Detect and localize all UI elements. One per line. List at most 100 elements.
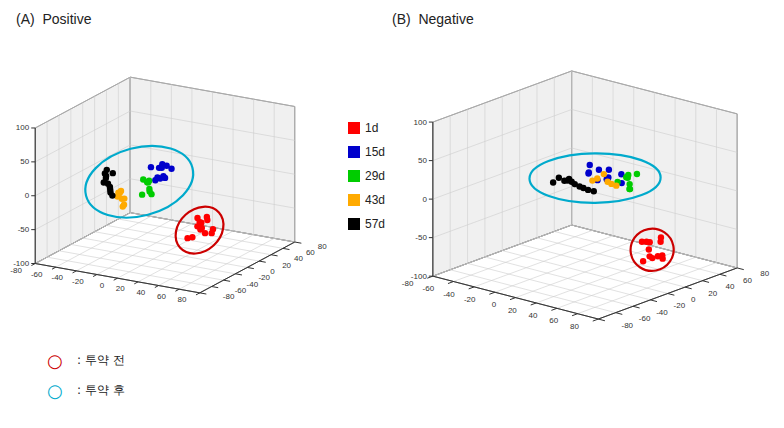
grid-line [59, 251, 224, 280]
x-tick-label: 0 [100, 281, 105, 290]
grid-line [130, 77, 295, 106]
annotation-symbol: ○ [47, 350, 63, 371]
group-ellipse [627, 225, 677, 274]
group-ellipse [77, 135, 201, 229]
grid-line [433, 109, 572, 160]
y-tick [259, 261, 266, 262]
point [643, 238, 649, 244]
point [550, 179, 556, 185]
z-tick [429, 199, 433, 200]
y-tick [247, 267, 254, 268]
z-tick-label: 0 [422, 195, 427, 204]
grid-line [572, 187, 737, 230]
point [184, 235, 190, 241]
grid-line [35, 77, 130, 128]
point [204, 217, 210, 223]
x-tick-label: 80 [178, 295, 187, 304]
z-tick [429, 122, 433, 123]
point [601, 171, 607, 177]
point [210, 226, 216, 232]
point [606, 167, 612, 173]
point [627, 186, 633, 192]
x-tick-label: 0 [492, 300, 497, 309]
x-tick-label: -40 [443, 290, 455, 299]
y-tick-label: 60 [306, 248, 315, 257]
grid-line [554, 231, 719, 274]
y-tick [720, 274, 727, 276]
x-tick-label: -20 [464, 295, 476, 304]
group-ellipses [77, 135, 233, 263]
x-tick [134, 282, 138, 284]
grid-line [35, 179, 130, 230]
z-tick-label: -50 [18, 225, 30, 234]
x-tick [510, 298, 516, 300]
y-tick-label: 20 [708, 289, 717, 298]
point [102, 170, 108, 176]
x-tick [448, 282, 454, 284]
y-tick-label: -20 [258, 273, 270, 282]
panel-1: (B) Negative-80-60-40-20020406080-80-60-… [392, 11, 770, 331]
z-tick-label: -50 [415, 233, 427, 242]
z-tick-label: -100 [13, 259, 30, 268]
group-ellipses [529, 153, 677, 275]
point [198, 220, 204, 226]
panel-0: (A) Positive-80-60-40-20020406080-80-60-… [10, 11, 327, 304]
x-tick [551, 308, 557, 310]
z-tick-label: 100 [16, 123, 30, 132]
grid-line [450, 270, 615, 313]
points [550, 162, 666, 265]
x-tick [52, 267, 56, 269]
grid-line [572, 109, 737, 152]
x-axis-line [433, 276, 598, 319]
z-tick [31, 127, 35, 128]
grid-line [502, 251, 667, 294]
y-tick-label: 60 [743, 276, 752, 285]
point [585, 187, 591, 193]
y-tick [598, 319, 605, 321]
x-tick-label: -40 [52, 273, 64, 282]
point [197, 226, 203, 232]
y-tick-label: 40 [294, 254, 303, 263]
grid-line [83, 238, 248, 267]
x-tick [93, 275, 97, 277]
y-tick-label: 0 [691, 295, 696, 304]
legend-label: 1d [365, 121, 378, 135]
y-tick [212, 287, 219, 288]
x-tick-label: -20 [72, 277, 84, 286]
grid-line [537, 238, 702, 281]
y-tick-label: -80 [621, 321, 633, 330]
y-pane [130, 77, 295, 242]
x-tick [469, 287, 475, 289]
y-tick [702, 281, 709, 283]
point [568, 179, 574, 185]
grid-line [433, 148, 572, 199]
y-tick-label: -20 [674, 301, 686, 310]
grid-line [118, 219, 283, 248]
y-tick-label: -60 [235, 286, 247, 295]
y-tick [668, 293, 675, 295]
point [608, 181, 614, 187]
x-tick [175, 289, 179, 291]
x-tick [593, 319, 599, 321]
legend: 1d15d29d43d57d [348, 121, 385, 231]
grid-line [200, 242, 295, 293]
y-tick [633, 306, 640, 308]
y-tick [685, 287, 692, 289]
legend-label: 29d [365, 169, 385, 183]
grid [433, 71, 737, 319]
grid-line [130, 145, 295, 174]
y-tick [737, 268, 744, 270]
panes [433, 71, 737, 319]
x-tick-label: 40 [529, 311, 538, 320]
y-tick [224, 280, 231, 281]
grid-line [95, 232, 260, 261]
point [146, 188, 152, 194]
point [576, 183, 582, 189]
x-tick-label: 60 [549, 316, 558, 325]
y-tick-label: -40 [247, 280, 259, 289]
x-tick-label: 60 [157, 292, 166, 301]
x-tick-label: 40 [136, 288, 145, 297]
point [596, 166, 602, 172]
z-tick [429, 160, 433, 161]
annotation-text: : 투약 전 [77, 353, 125, 367]
